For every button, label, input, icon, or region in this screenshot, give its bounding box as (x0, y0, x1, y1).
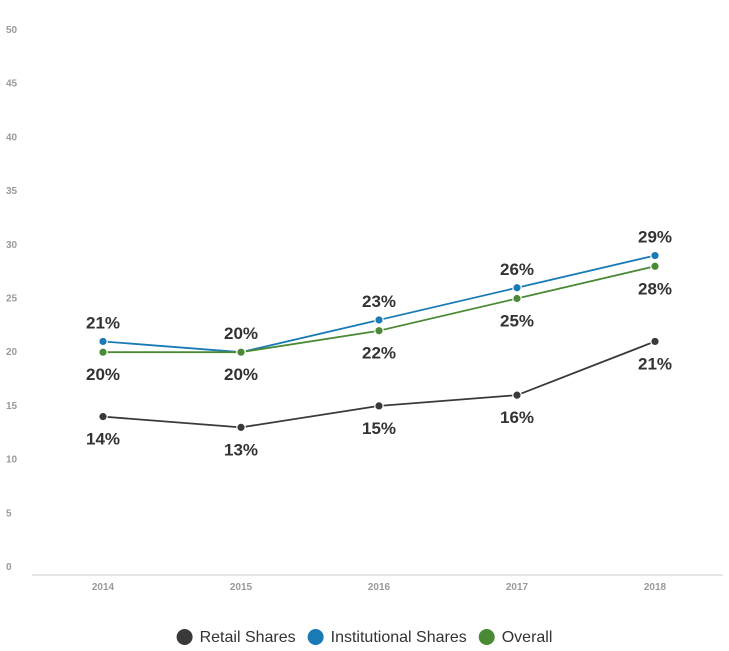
data-label: 21% (86, 313, 120, 332)
data-point (512, 282, 522, 293)
data-point (98, 347, 108, 357)
legend-label: Retail Shares (200, 629, 296, 646)
x-tick-label: 2014 (92, 582, 115, 593)
x-tick-label: 2016 (368, 582, 391, 593)
data-labels: 14% 13% 15% 16% 21% 21% 20% 23% 26% 29% 20% 20% 22% 2… (86, 228, 672, 460)
data-point (98, 411, 108, 422)
series-points (98, 250, 660, 433)
y-tick-label: 35 (6, 186, 18, 197)
x-axis: 2014 2015 2016 2017 2018 (92, 582, 667, 593)
data-point (650, 336, 660, 347)
x-tick-label: 2017 (506, 582, 529, 593)
data-point (512, 293, 522, 304)
data-label: 28% (638, 279, 672, 298)
legend-marker (307, 629, 324, 645)
data-point (512, 390, 522, 400)
data-label: 16% (500, 408, 534, 427)
y-tick-label: 20 (6, 347, 18, 358)
y-tick-label: 10 (6, 455, 18, 466)
data-label: 21% (638, 354, 672, 373)
x-tick-label: 2018 (644, 582, 667, 593)
data-label: 25% (500, 312, 534, 331)
y-tick-label: 5 (6, 508, 12, 519)
y-tick-label: 40 (6, 132, 18, 143)
y-tick-label: 15 (6, 401, 18, 412)
legend-label: Overall (502, 629, 553, 646)
y-tick-label: 45 (6, 79, 18, 90)
legend-label: Institutional Shares (331, 629, 467, 646)
y-tick-label: 25 (6, 294, 18, 305)
data-label: 26% (500, 260, 534, 279)
data-point (374, 315, 384, 325)
data-label: 29% (638, 228, 672, 247)
data-label: 13% (224, 440, 258, 459)
data-label: 22% (362, 344, 396, 363)
data-point (236, 347, 246, 357)
data-label: 23% (362, 292, 396, 311)
data-label: 20% (224, 365, 258, 384)
y-tick-label: 0 (6, 562, 12, 573)
legend-item: Institutional Shares (307, 629, 467, 646)
data-point (650, 261, 660, 272)
y-axis: 0 5 10 15 20 25 30 35 40 45 50 (6, 25, 18, 573)
legend-marker (176, 629, 193, 645)
data-point (98, 336, 108, 347)
data-point (374, 401, 384, 411)
y-tick-label: 50 (6, 25, 18, 36)
data-point (236, 422, 246, 433)
data-point (650, 250, 660, 261)
data-point (374, 325, 384, 336)
x-tick-label: 2015 (230, 582, 253, 593)
data-label: 14% (86, 430, 120, 449)
y-tick-label: 30 (6, 240, 18, 251)
data-label: 15% (362, 419, 396, 438)
legend-item: Retail Shares (176, 629, 296, 646)
data-label: 20% (86, 365, 120, 384)
legend: Retail Shares Institutional Shares Overall (176, 629, 553, 646)
legend-item: Overall (478, 629, 553, 646)
data-label: 20% (224, 324, 258, 343)
legend-marker (478, 629, 495, 645)
